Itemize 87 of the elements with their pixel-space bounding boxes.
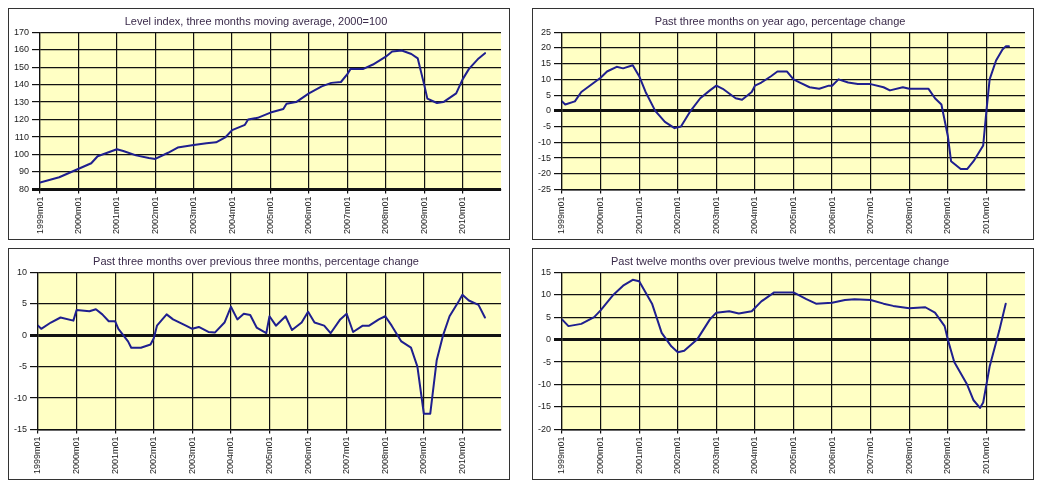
y-tick-label: -20 <box>537 168 552 179</box>
x-tick-label: 1999m01 <box>556 196 567 234</box>
x-tick-label: 2002m01 <box>149 196 160 234</box>
x-tick-label: 2003m01 <box>710 196 721 234</box>
y-tick-label: -5 <box>542 121 552 132</box>
x-tick-label: 2006m01 <box>826 436 837 474</box>
y-tick-label: -15 <box>13 423 28 434</box>
y-tick-label: 100 <box>13 149 30 160</box>
x-tick-label: 2005m01 <box>264 196 275 234</box>
x-tick-label: 2007m01 <box>865 436 876 474</box>
x-tick-label: 2002m01 <box>672 436 683 474</box>
y-tick-label: -15 <box>537 401 552 412</box>
x-tick-label: 2000m01 <box>71 436 82 474</box>
x-tick-label: 2001m01 <box>111 196 122 234</box>
x-tick-label: 2008m01 <box>380 196 391 234</box>
y-tick-label: -5 <box>542 356 552 367</box>
x-tick-label: 2003m01 <box>186 436 197 474</box>
y-tick-label: 0 <box>545 105 552 116</box>
x-tick-label: 2001m01 <box>633 436 644 474</box>
x-tick-label: 2003m01 <box>710 436 721 474</box>
x-tick-label: 2009m01 <box>418 436 429 474</box>
y-tick-label: -25 <box>537 183 552 194</box>
chart-title: Level index, three months moving average, 2000=100 <box>124 14 388 27</box>
x-tick-label: 2009m01 <box>418 196 429 234</box>
x-tick-label: 2005m01 <box>263 436 274 474</box>
x-tick-label: 2010m01 <box>457 196 468 234</box>
y-tick-label: 150 <box>13 61 30 72</box>
x-tick-label: 2004m01 <box>226 196 237 234</box>
x-tick-label: 2010m01 <box>456 436 467 474</box>
x-tick-label: 2000m01 <box>595 196 606 234</box>
y-tick-label: -20 <box>537 423 552 434</box>
chart-title: Past twelve months over previous twelve months, percentage change <box>610 254 950 267</box>
y-tick-label: 160 <box>13 44 30 55</box>
y-tick-label: 90 <box>19 166 30 177</box>
x-tick-label: 1999m01 <box>556 436 567 474</box>
y-tick-label: 10 <box>540 289 552 300</box>
x-tick-label: 2002m01 <box>148 436 159 474</box>
y-tick-label: -10 <box>537 379 552 390</box>
x-tick-label: 2007m01 <box>341 196 352 234</box>
y-tick-label: 80 <box>19 183 30 194</box>
x-tick-label: 2008m01 <box>903 196 914 234</box>
y-tick-label: 130 <box>13 96 30 107</box>
y-tick-label: 120 <box>13 114 30 125</box>
y-tick-label: 10 <box>540 73 552 84</box>
y-tick-label: 15 <box>540 266 552 277</box>
x-tick-label: 2010m01 <box>980 196 991 234</box>
y-tick-label: -5 <box>18 361 28 372</box>
x-tick-label: 2007m01 <box>341 436 352 474</box>
x-tick-label: 2009m01 <box>942 436 953 474</box>
y-tick-label: 0 <box>545 334 552 345</box>
x-tick-label: 2005m01 <box>787 436 798 474</box>
y-tick-label: 5 <box>545 311 552 322</box>
x-tick-label: 2009m01 <box>942 196 953 234</box>
x-tick-label: 1999m01 <box>32 436 43 474</box>
x-tick-label: 2007m01 <box>865 196 876 234</box>
y-tick-label: 170 <box>13 26 30 37</box>
x-tick-label: 1999m01 <box>34 196 45 234</box>
x-tick-label: 2004m01 <box>225 436 236 474</box>
y-tick-label: 0 <box>21 329 28 340</box>
y-tick-label: 5 <box>545 89 552 100</box>
x-tick-label: 2003m01 <box>188 196 199 234</box>
y-tick-label: 140 <box>13 79 30 90</box>
x-tick-label: 2000m01 <box>595 436 606 474</box>
x-tick-label: 2004m01 <box>749 196 760 234</box>
y-tick-label: 5 <box>21 298 28 309</box>
chart-title: Past three months over previous three months, percentage change <box>93 254 419 267</box>
x-tick-label: 2008m01 <box>903 436 914 474</box>
x-tick-label: 2001m01 <box>633 196 644 234</box>
x-tick-label: 2008m01 <box>379 436 390 474</box>
y-tick-label: 15 <box>540 58 552 69</box>
y-tick-label: 10 <box>16 266 28 277</box>
y-tick-label: 110 <box>14 131 30 142</box>
x-tick-label: 2010m01 <box>980 436 991 474</box>
y-tick-label: -15 <box>537 152 552 163</box>
chart-title: Past three months on year ago, percentage change <box>654 14 906 27</box>
x-tick-label: 2001m01 <box>109 436 120 474</box>
x-tick-label: 2000m01 <box>72 196 83 234</box>
y-tick-label: -10 <box>13 392 28 403</box>
x-tick-label: 2002m01 <box>672 196 683 234</box>
y-tick-label: -10 <box>537 136 552 147</box>
y-tick-label: 20 <box>540 42 552 53</box>
x-tick-label: 2006m01 <box>826 196 837 234</box>
x-tick-label: 2006m01 <box>302 436 313 474</box>
x-tick-label: 2005m01 <box>787 196 798 234</box>
x-tick-label: 2006m01 <box>303 196 314 234</box>
y-tick-label: 25 <box>540 26 552 37</box>
x-tick-label: 2004m01 <box>749 436 760 474</box>
